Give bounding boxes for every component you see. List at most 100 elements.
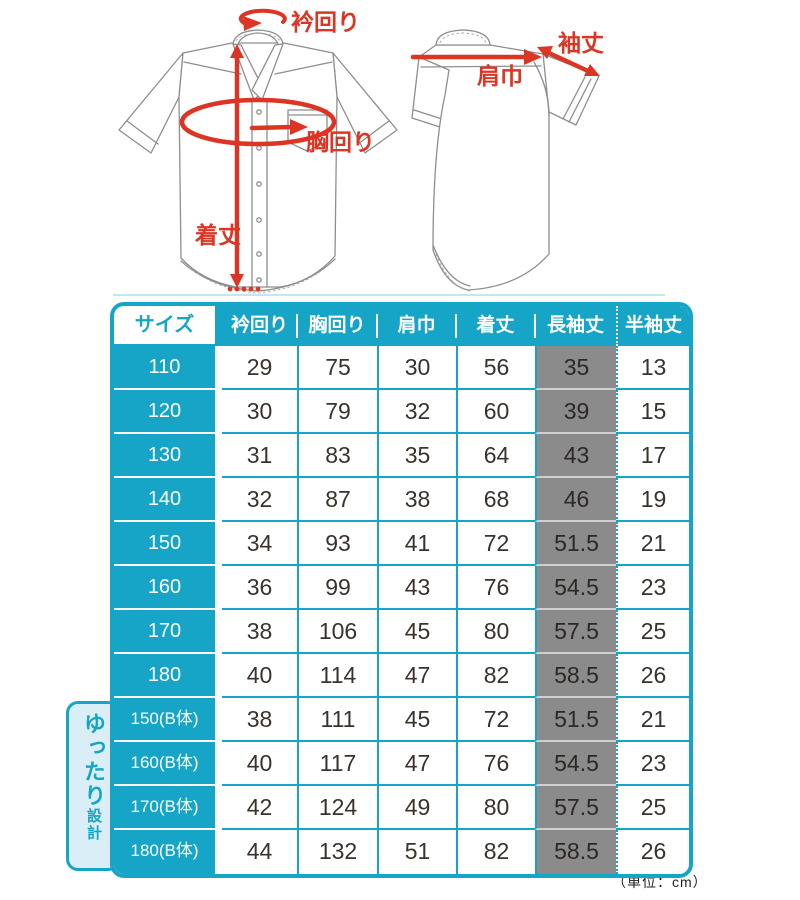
sleeve-label: 袖丈	[558, 30, 604, 56]
value-cell: 15	[616, 390, 689, 434]
table-row: 170(B体) 42 124 49 80 57.5 25	[114, 786, 689, 830]
chest-label: 胸回り	[306, 129, 375, 155]
value-cell: 35	[535, 346, 616, 390]
value-cell: 45	[377, 698, 456, 742]
table-row: 160(B体) 40 117 47 76 54.5 23	[114, 742, 689, 786]
sleeve-arrow-icon	[537, 46, 600, 76]
header-cell: 衿回り	[230, 315, 288, 336]
value-cell: 80	[456, 786, 535, 830]
size-cell: 160(B体)	[114, 742, 215, 786]
table-row: 150 34 93 41 72 51.5 21	[114, 522, 689, 566]
column-gap	[215, 478, 222, 522]
chest-ellipse-icon	[182, 100, 334, 144]
value-cell: 58.5	[535, 654, 616, 698]
value-cell: 26	[616, 654, 689, 698]
table-row: 180 40 114 47 82 58.5 26	[114, 654, 689, 698]
table-row: 160 36 99 43 76 54.5 23	[114, 566, 689, 610]
column-gap	[215, 610, 222, 654]
table-row: 170 38 106 45 80 57.5 25	[114, 610, 689, 654]
table-row: 120 30 79 32 60 39 15	[114, 390, 689, 434]
value-cell: 51.5	[535, 522, 616, 566]
value-cell: 21	[616, 522, 689, 566]
size-cell: 130	[114, 434, 215, 478]
value-cell: 41	[377, 522, 456, 566]
value-cell: 38	[222, 698, 297, 742]
value-cell: 26	[616, 830, 689, 874]
collar-rotation-arrow-icon	[241, 11, 285, 31]
value-cell: 79	[297, 390, 377, 434]
value-cell: 46	[535, 478, 616, 522]
loose-fit-badge-sub: 設計	[85, 808, 102, 842]
column-gap	[215, 390, 222, 434]
value-cell: 25	[616, 786, 689, 830]
length-arrow-icon	[227, 44, 261, 292]
column-gap	[215, 786, 222, 830]
header-cell: 肩巾	[376, 306, 456, 346]
column-gap	[215, 434, 222, 478]
size-cell: 120	[114, 390, 215, 434]
value-cell: 47	[377, 654, 456, 698]
table-row: 180(B体) 44 132 51 82 58.5 26	[114, 830, 689, 874]
value-cell: 42	[222, 786, 297, 830]
value-cell: 32	[377, 390, 456, 434]
divider-line	[113, 294, 665, 296]
value-cell: 23	[616, 566, 689, 610]
header-size-cell: サイズ	[114, 306, 215, 344]
table-row: 130 31 83 35 64 43 17	[114, 434, 689, 478]
value-cell: 25	[616, 610, 689, 654]
value-cell: 54.5	[535, 566, 616, 610]
size-cell: 150(B体)	[114, 698, 215, 742]
value-cell: 93	[297, 522, 377, 566]
value-cell: 64	[456, 434, 535, 478]
value-cell: 117	[297, 742, 377, 786]
column-gap	[215, 830, 222, 874]
value-cell: 56	[456, 346, 535, 390]
column-gap	[215, 522, 222, 566]
value-cell: 132	[297, 830, 377, 874]
value-cell: 106	[297, 610, 377, 654]
value-cell: 34	[222, 522, 297, 566]
header-cell: 長袖丈	[534, 306, 616, 346]
value-cell: 39	[535, 390, 616, 434]
size-table: 衿回り 胸回り 肩巾 着丈 長袖丈 半袖丈 サイズ 110 29 75 30 56 35 13 120 30…	[110, 302, 693, 878]
shirt-diagram: 衿回り 胸回り 着丈	[0, 0, 604, 300]
value-cell: 83	[297, 434, 377, 478]
size-cell: 150	[114, 522, 215, 566]
value-cell: 45	[377, 610, 456, 654]
size-cell: 180(B体)	[114, 830, 215, 874]
value-cell: 72	[456, 698, 535, 742]
value-cell: 72	[456, 522, 535, 566]
value-cell: 54.5	[535, 742, 616, 786]
size-cell: 180	[114, 654, 215, 698]
size-cell: 170(B体)	[114, 786, 215, 830]
value-cell: 38	[222, 610, 297, 654]
value-cell: 75	[297, 346, 377, 390]
value-cell: 30	[377, 346, 456, 390]
size-cell: 170	[114, 610, 215, 654]
value-cell: 57.5	[535, 610, 616, 654]
value-cell: 30	[222, 390, 297, 434]
header-cell: 半袖丈	[616, 306, 689, 346]
loose-fit-badge-main: ゆったり	[81, 712, 106, 808]
value-cell: 49	[377, 786, 456, 830]
value-cell: 99	[297, 566, 377, 610]
value-cell: 40	[222, 654, 297, 698]
value-cell: 32	[222, 478, 297, 522]
column-gap	[215, 566, 222, 610]
value-cell: 82	[456, 654, 535, 698]
value-cell: 29	[222, 346, 297, 390]
table-row: 150(B体) 38 111 45 72 51.5 21	[114, 698, 689, 742]
value-cell: 38	[377, 478, 456, 522]
value-cell: 36	[222, 566, 297, 610]
value-cell: 82	[456, 830, 535, 874]
value-cell: 43	[377, 566, 456, 610]
loose-fit-badge-text: ゆったり設計	[81, 712, 106, 868]
value-cell: 51	[377, 830, 456, 874]
value-cell: 43	[535, 434, 616, 478]
value-cell: 111	[297, 698, 377, 742]
value-cell: 47	[377, 742, 456, 786]
table-row: 110 29 75 30 56 35 13	[114, 346, 689, 390]
value-cell: 21	[616, 698, 689, 742]
length-label: 着丈	[195, 222, 241, 248]
value-cell: 31	[222, 434, 297, 478]
